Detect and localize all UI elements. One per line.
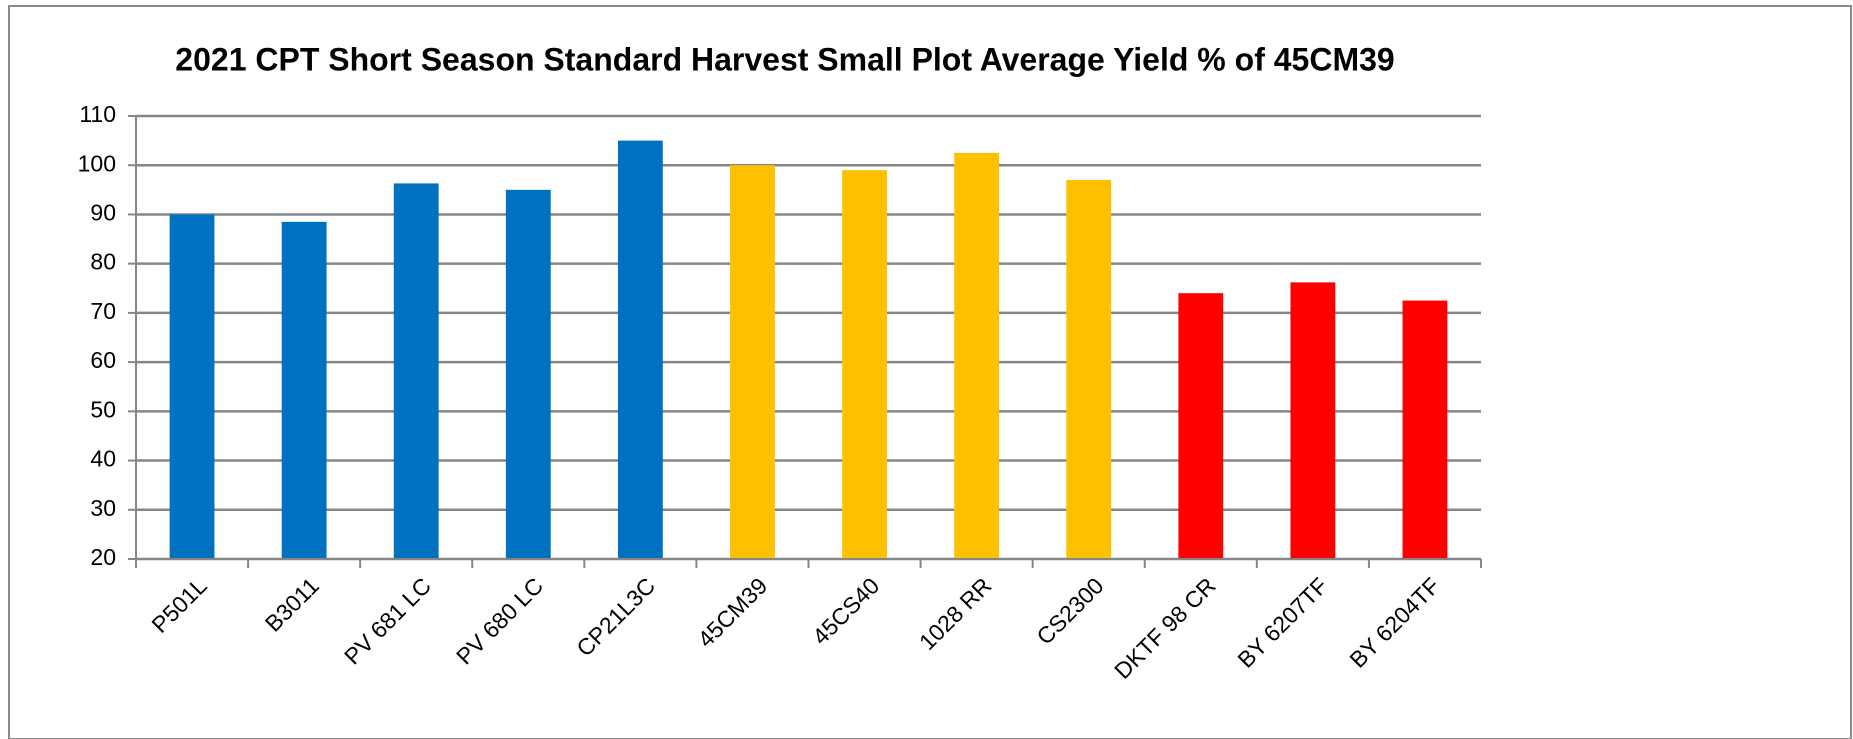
bar [281, 221, 327, 560]
y-tick-label: 20 [90, 544, 116, 570]
bar [842, 170, 887, 559]
y-tick-label: 30 [90, 495, 116, 521]
y-tick-label: 80 [90, 249, 116, 275]
y-tick-label: 70 [90, 298, 116, 324]
y-tick-label: 100 [78, 150, 116, 176]
y-tick-label: 60 [90, 347, 116, 373]
y-tick-label: 40 [90, 446, 116, 472]
bar [1178, 293, 1224, 559]
bar [730, 165, 775, 559]
bar [1290, 282, 1336, 559]
y-tick-label: 50 [90, 396, 116, 422]
bar [169, 214, 215, 559]
chart-title: 2021 CPT Short Season Standard Harvest S… [175, 41, 1394, 77]
bar [505, 189, 551, 560]
bar [1402, 300, 1448, 559]
bar [617, 140, 663, 559]
bar [1066, 179, 1112, 559]
y-tick-label: 110 [79, 101, 116, 127]
y-tick-label: 90 [90, 200, 116, 226]
bar [393, 183, 439, 559]
bar [954, 152, 1000, 559]
